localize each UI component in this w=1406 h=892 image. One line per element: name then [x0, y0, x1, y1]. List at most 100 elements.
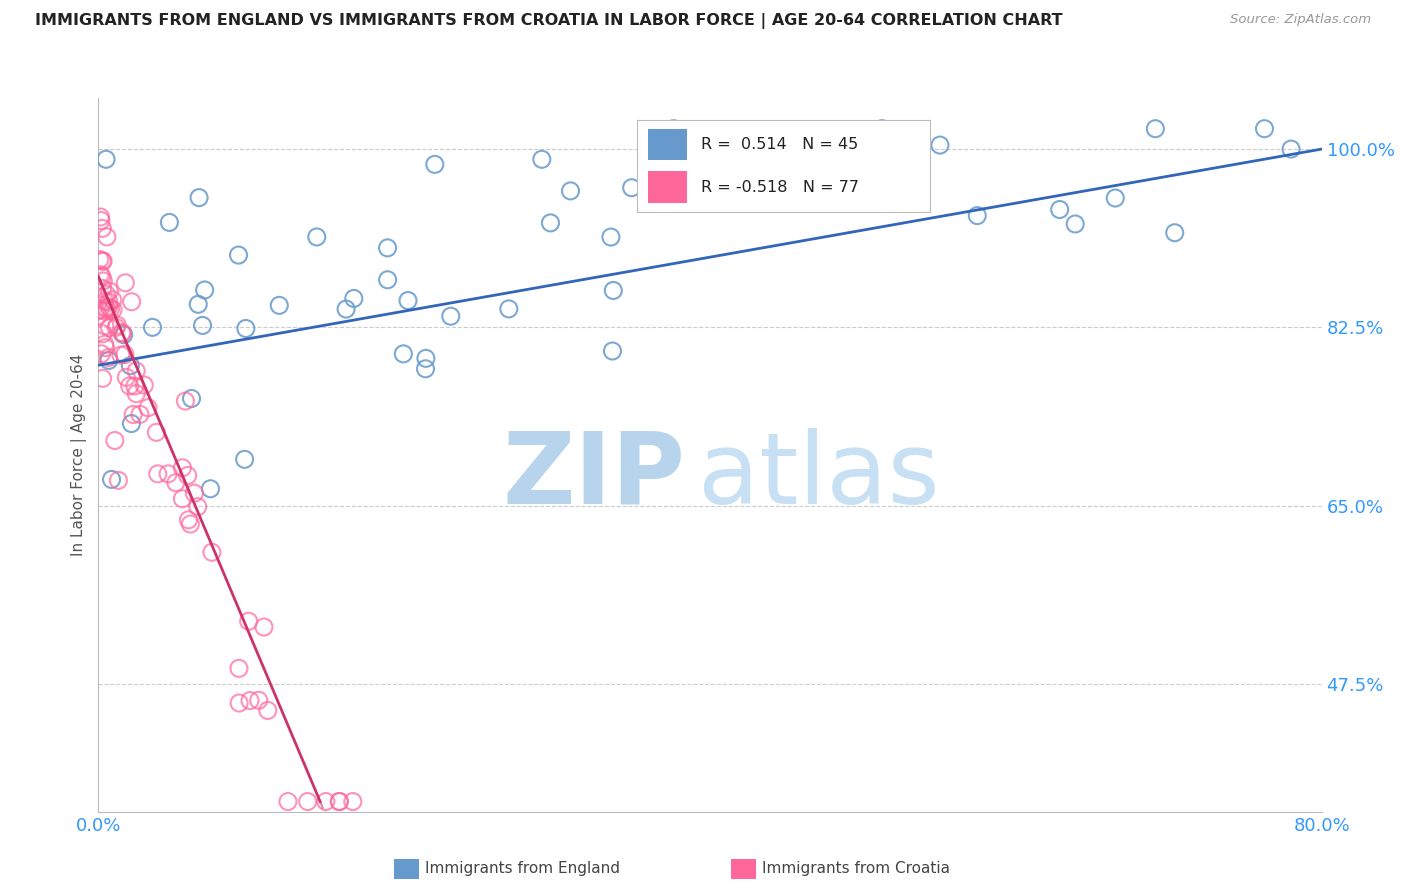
Point — [93, 337, 115, 351]
Point — [90, 347, 112, 361]
Point — [599, 230, 621, 244]
Point — [115, 370, 138, 384]
Point — [112, 327, 135, 342]
Point — [89, 268, 111, 282]
Point — [905, 164, 928, 178]
Text: atlas: atlas — [697, 428, 939, 524]
Point — [89, 303, 111, 318]
Point — [96, 230, 118, 244]
Point — [91, 274, 114, 288]
Point — [120, 417, 142, 431]
Point — [269, 298, 291, 312]
Point — [100, 301, 122, 316]
Point — [415, 351, 437, 366]
Text: ZIP: ZIP — [503, 428, 686, 524]
Point — [180, 392, 202, 406]
Point — [188, 191, 211, 205]
Point — [134, 378, 156, 392]
Point — [157, 467, 180, 481]
Point — [114, 276, 136, 290]
Point — [107, 474, 129, 488]
Point — [91, 253, 114, 268]
Point — [247, 693, 270, 707]
Point — [277, 795, 299, 809]
Point — [1164, 226, 1187, 240]
Point — [111, 326, 134, 340]
Point — [335, 301, 357, 316]
Point — [141, 320, 163, 334]
Point — [122, 408, 145, 422]
Point — [342, 795, 364, 809]
Point — [183, 486, 205, 500]
Point — [124, 379, 146, 393]
Point — [200, 482, 222, 496]
Point — [194, 283, 217, 297]
Point — [89, 210, 111, 224]
Point — [238, 614, 260, 628]
Point — [233, 452, 256, 467]
Point — [328, 795, 350, 809]
Point — [118, 379, 141, 393]
Point — [297, 795, 319, 809]
Point — [125, 364, 148, 378]
Point — [315, 795, 337, 809]
Point — [97, 351, 120, 365]
Point — [602, 344, 624, 359]
Point — [91, 281, 114, 295]
Point — [191, 318, 214, 333]
Point — [174, 394, 197, 409]
Point — [870, 121, 893, 136]
Point — [1144, 121, 1167, 136]
Point — [1279, 142, 1302, 156]
Point — [104, 434, 127, 448]
Point — [1104, 191, 1126, 205]
Point — [94, 153, 117, 167]
Point — [177, 513, 200, 527]
Text: IMMIGRANTS FROM ENGLAND VS IMMIGRANTS FROM CROATIA IN LABOR FORCE | AGE 20-64 CO: IMMIGRANTS FROM ENGLAND VS IMMIGRANTS FR… — [35, 13, 1063, 29]
Text: Source: ZipAtlas.com: Source: ZipAtlas.com — [1230, 13, 1371, 27]
Point — [91, 221, 114, 235]
Point — [129, 408, 152, 422]
Point — [98, 284, 121, 298]
Point — [114, 347, 136, 361]
Point — [392, 347, 415, 361]
Point — [94, 294, 117, 309]
Point — [172, 460, 194, 475]
Point — [97, 295, 120, 310]
Point — [415, 361, 437, 376]
Point — [253, 620, 276, 634]
Point — [602, 284, 624, 298]
Point — [1064, 217, 1087, 231]
Point — [91, 254, 114, 268]
Point — [176, 468, 198, 483]
Point — [423, 157, 446, 171]
Point — [228, 661, 250, 675]
Text: Immigrants from Croatia: Immigrants from Croatia — [762, 862, 950, 876]
Point — [146, 467, 169, 481]
Point — [90, 213, 112, 227]
Point — [100, 472, 122, 486]
Point — [105, 318, 128, 333]
Point — [498, 301, 520, 316]
Point — [125, 386, 148, 401]
Point — [396, 293, 419, 308]
Point — [111, 326, 134, 340]
Point — [343, 292, 366, 306]
Point — [96, 287, 118, 301]
Text: Immigrants from England: Immigrants from England — [425, 862, 620, 876]
Point — [98, 320, 121, 334]
Point — [662, 121, 685, 136]
Point — [377, 273, 399, 287]
Point — [87, 309, 110, 323]
Y-axis label: In Labor Force | Age 20-64: In Labor Force | Age 20-64 — [72, 354, 87, 556]
Point — [201, 545, 224, 559]
Point — [120, 359, 142, 373]
Point — [110, 348, 132, 362]
Point — [89, 252, 111, 267]
Point — [172, 491, 194, 506]
Point — [540, 216, 562, 230]
Point — [328, 795, 350, 809]
Point — [305, 230, 328, 244]
Point — [530, 153, 553, 167]
Point — [929, 138, 952, 153]
